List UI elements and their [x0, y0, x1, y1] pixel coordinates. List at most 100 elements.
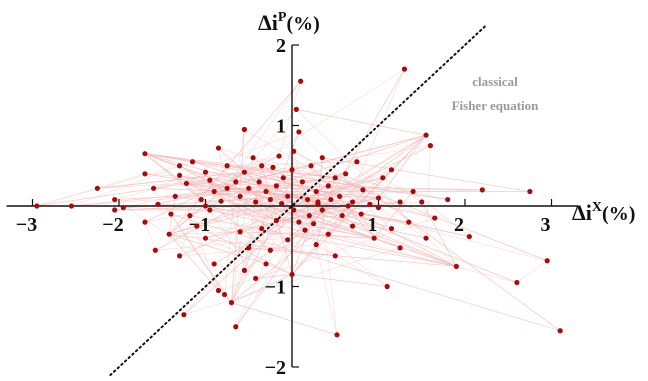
connector-line	[144, 153, 319, 203]
data-point	[202, 169, 209, 175]
connector-line	[169, 233, 336, 257]
data-point	[183, 180, 190, 187]
data-point	[198, 196, 204, 203]
data-point	[176, 172, 183, 179]
data-point	[514, 279, 520, 286]
connector-line	[218, 147, 245, 271]
data-point	[423, 132, 429, 138]
data-point	[358, 211, 364, 217]
data-point	[291, 148, 297, 154]
data-point	[527, 188, 533, 195]
connector-line	[213, 134, 427, 265]
connector-line	[169, 233, 267, 265]
data-point	[544, 258, 550, 264]
data-point	[233, 179, 239, 185]
connector-line	[265, 191, 457, 267]
data-point	[388, 167, 395, 173]
connector-line	[155, 233, 329, 251]
data-point	[270, 164, 276, 170]
y-axis-title-base: Δi	[258, 10, 278, 35]
data-point	[319, 207, 325, 213]
data-point	[276, 153, 282, 159]
connector-line	[317, 201, 548, 262]
x-axis-title-sup: X	[592, 200, 602, 215]
connector-line	[248, 134, 427, 249]
connector-line	[231, 157, 254, 303]
data-point	[259, 163, 265, 169]
data-point	[207, 207, 213, 213]
connector-line	[283, 165, 312, 179]
data-point	[360, 187, 366, 193]
data-point	[172, 193, 178, 199]
connector-line	[144, 171, 245, 223]
data-point	[397, 245, 403, 251]
data-point	[375, 195, 382, 201]
connector-line	[169, 195, 288, 235]
data-point	[432, 215, 438, 221]
data-point	[299, 179, 305, 185]
data-point	[339, 213, 345, 219]
data-point	[187, 213, 193, 219]
data-point	[202, 235, 209, 241]
y-axis-title: ΔiP(%)	[258, 10, 320, 35]
connector-line	[186, 166, 274, 184]
data-point	[215, 287, 222, 294]
data-point	[371, 235, 377, 241]
connector-line	[258, 181, 267, 264]
y-axis-title-sup: P	[278, 10, 287, 25]
data-point	[325, 183, 331, 189]
data-point	[34, 203, 40, 209]
connector-line	[248, 187, 483, 191]
connector-line	[71, 191, 215, 207]
data-point	[401, 66, 408, 72]
data-point	[445, 196, 451, 203]
connector-line	[231, 220, 277, 303]
x-tick-label: −3	[16, 214, 37, 236]
connector-line	[209, 209, 256, 279]
connector-line	[214, 263, 256, 279]
data-point	[68, 203, 75, 209]
data-point	[112, 207, 118, 213]
connector-line	[270, 225, 353, 251]
data-point	[328, 196, 334, 203]
data-point	[557, 328, 563, 334]
data-point	[306, 213, 312, 219]
data-point	[237, 193, 243, 199]
connector-line	[328, 205, 349, 235]
y-tick-label: −1	[265, 277, 286, 299]
connector-line	[214, 191, 300, 223]
connector-line	[205, 205, 375, 239]
axes	[6, 45, 578, 367]
connector-line	[322, 157, 530, 192]
data-point	[211, 261, 217, 267]
connector-line	[356, 161, 410, 223]
data-point	[345, 203, 351, 209]
data-point	[256, 179, 262, 185]
connector-line	[170, 213, 232, 303]
connector-line	[328, 134, 427, 235]
ticks: −3 −2 −1 1 2 3 −2 −1 1 2	[16, 35, 553, 379]
fisher-label-line1: classical	[472, 74, 518, 89]
connector-line	[168, 171, 245, 235]
connector-line	[144, 153, 448, 200]
data-point	[334, 332, 340, 338]
data-point	[293, 106, 299, 112]
connector-line	[291, 205, 349, 275]
data-point	[224, 185, 230, 191]
data-point	[253, 199, 259, 205]
data-point	[202, 203, 209, 209]
x-axis-title-base: Δi	[572, 200, 592, 225]
data-point	[380, 175, 386, 181]
connector-line	[224, 181, 237, 295]
connector-line	[240, 231, 375, 239]
data-point	[166, 231, 172, 237]
data-point	[279, 200, 285, 207]
data-point	[419, 199, 425, 205]
data-point	[246, 245, 252, 251]
connector-line	[144, 221, 156, 251]
x-tick-label: 1	[368, 214, 378, 236]
data-point	[273, 183, 280, 189]
data-point	[311, 221, 317, 227]
connector-line	[258, 181, 388, 287]
connector-line	[278, 81, 301, 157]
